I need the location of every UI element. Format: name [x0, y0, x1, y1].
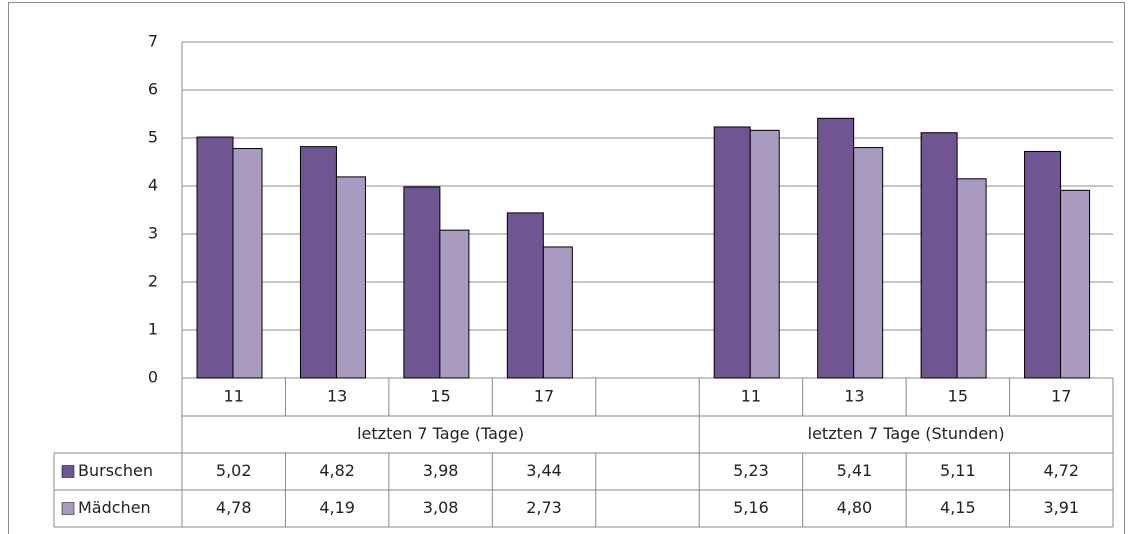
x-tick-label: 11 — [741, 387, 761, 406]
table-value: 4,78 — [216, 498, 252, 517]
y-tick-label: 6 — [148, 80, 158, 99]
y-tick-label: 2 — [148, 272, 158, 291]
table-value: 3,91 — [1043, 498, 1079, 517]
table-value: 4,80 — [837, 498, 873, 517]
y-tick-label: 5 — [148, 128, 158, 147]
table-value: 4,72 — [1043, 461, 1079, 480]
bar — [749, 129, 780, 379]
legend-key — [61, 465, 75, 478]
bar — [542, 246, 573, 379]
x-tick-label: 17 — [1051, 387, 1071, 406]
table-value: 5,23 — [733, 461, 769, 480]
x-tick-label: 11 — [224, 387, 244, 406]
table-value: 5,11 — [940, 461, 976, 480]
bar — [853, 147, 884, 379]
table-value: 3,98 — [423, 461, 459, 480]
x-tick-label: 17 — [534, 387, 554, 406]
y-tick-label: 1 — [148, 320, 158, 339]
table-value: 4,15 — [940, 498, 976, 517]
table-value: 5,16 — [733, 498, 769, 517]
x-tick-label: 13 — [844, 387, 864, 406]
table-value: 4,82 — [319, 461, 355, 480]
bar — [335, 176, 366, 379]
y-tick-label: 7 — [148, 32, 158, 51]
y-tick-label: 0 — [148, 368, 158, 387]
table-value: 2,73 — [526, 498, 562, 517]
bar — [506, 212, 544, 379]
x-tick-label: 15 — [948, 387, 968, 406]
legend-label: Burschen — [78, 461, 153, 480]
table-value: 5,02 — [216, 461, 252, 480]
y-tick-label: 4 — [148, 176, 158, 195]
bar — [920, 132, 958, 379]
x-tick-label: 13 — [327, 387, 347, 406]
bar — [299, 146, 337, 379]
bar — [713, 126, 751, 379]
legend-key — [61, 502, 75, 515]
x-tick-label: 15 — [430, 387, 450, 406]
bar — [439, 229, 470, 379]
table-value: 3,08 — [423, 498, 459, 517]
bar — [196, 136, 234, 379]
table-value: 4,19 — [319, 498, 355, 517]
group-label: letzten 7 Tage (Tage) — [357, 424, 524, 443]
table-value: 3,44 — [526, 461, 562, 480]
bar — [817, 117, 855, 379]
table-value: 5,41 — [837, 461, 873, 480]
bar — [403, 186, 441, 379]
bar — [1024, 150, 1062, 379]
bar — [232, 148, 263, 379]
group-label: letzten 7 Tage (Stunden) — [808, 424, 1005, 443]
bar — [1060, 189, 1091, 379]
bar — [956, 178, 987, 379]
legend-label: Mädchen — [78, 498, 151, 517]
y-tick-label: 3 — [148, 224, 158, 243]
